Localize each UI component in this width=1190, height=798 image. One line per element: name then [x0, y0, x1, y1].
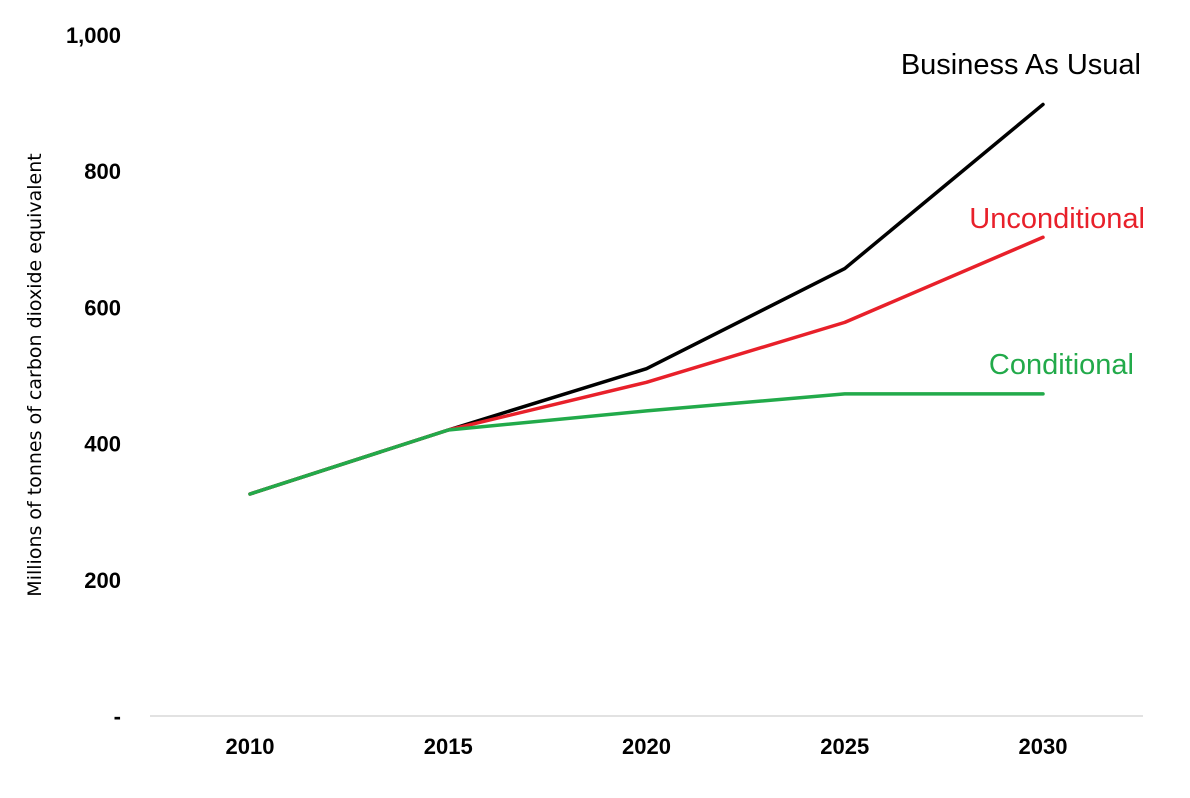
y-axis-title-group: Millions of tonnes of carbon dioxide equ… [24, 153, 46, 596]
x-tick-label: 2015 [424, 734, 473, 759]
x-tick-label: 2010 [226, 734, 275, 759]
series-line-business-as-usual [248, 102, 1045, 496]
y-tick-label: 1,000 [66, 23, 121, 48]
y-axis-title: Millions of tonnes of carbon dioxide equ… [24, 153, 46, 596]
series-label-conditional: Conditional [989, 349, 1134, 381]
series-label-business-as-usual: Business As Usual [901, 49, 1141, 81]
x-tick-label: 2020 [622, 734, 671, 759]
y-axis-ticks: - 200 400 600 800 1,000 [66, 23, 121, 729]
y-tick-label: - [114, 704, 121, 729]
y-tick-label: 200 [84, 568, 121, 593]
y-tick-label: 600 [84, 295, 121, 320]
series-lines [248, 102, 1045, 496]
series-label-unconditional: Unconditional [969, 203, 1145, 235]
y-tick-label: 400 [84, 432, 121, 457]
series-line-conditional [248, 392, 1045, 496]
x-tick-label: 2025 [820, 734, 869, 759]
y-tick-label: 800 [84, 159, 121, 184]
x-axis-ticks: 2010 2015 2020 2025 2030 [226, 734, 1068, 759]
series-labels: Business As Usual Unconditional Conditiona… [901, 49, 1145, 381]
x-tick-label: 2030 [1019, 734, 1068, 759]
